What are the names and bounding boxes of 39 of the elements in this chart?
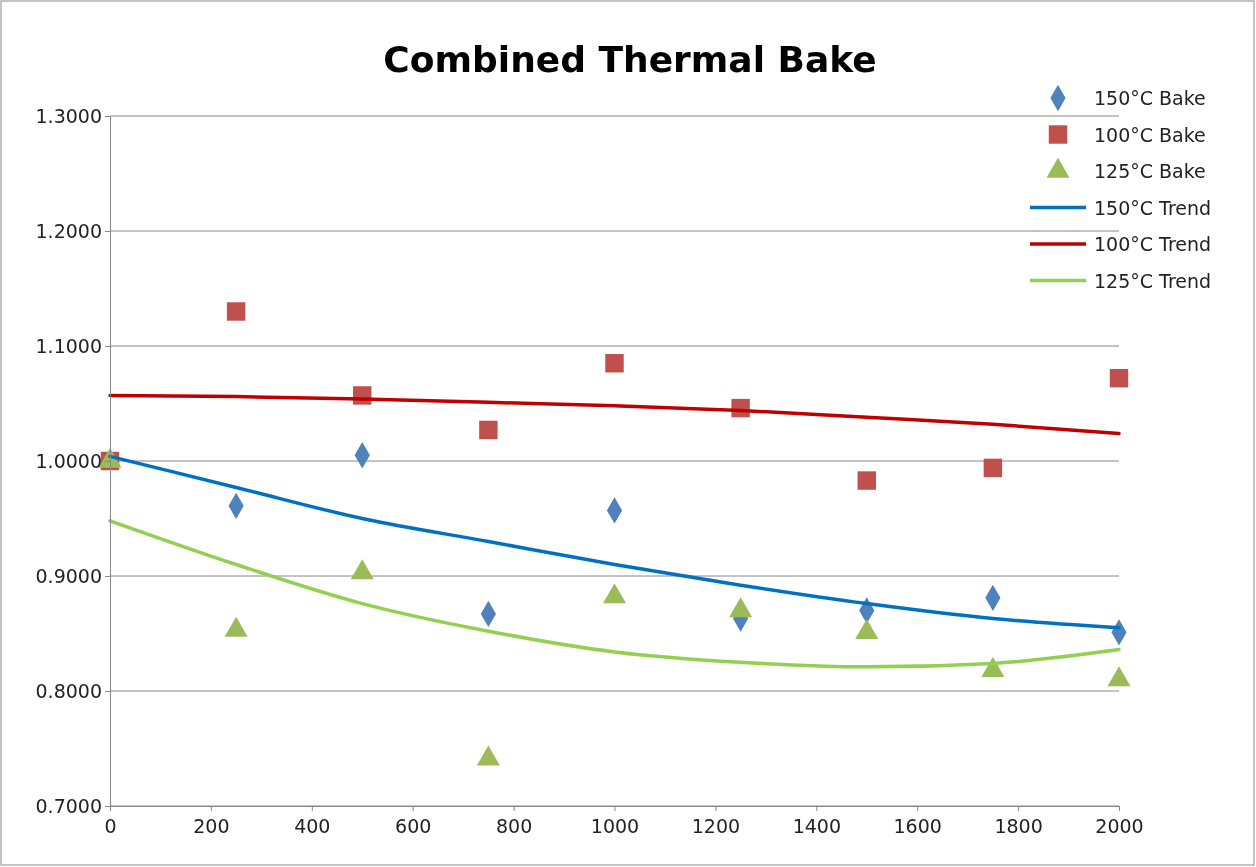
y-tick-label: 1.3000 [35,104,102,127]
point [1109,368,1129,388]
point [729,597,753,618]
point [855,619,879,639]
x-tick-label: 1400 [792,815,841,837]
point [476,745,500,766]
x-tick-label: 1000 [590,815,640,837]
point [479,420,498,440]
y-tick-label: 1.2000 [35,219,102,242]
y-tick-label: 0.7000 [35,794,102,817]
point [1107,666,1131,687]
x-tick-label: 200 [193,815,230,837]
y-tick-label: 0.8000 [35,679,102,702]
y-tick-label: 0.9000 [35,564,102,587]
point [605,354,624,373]
point [983,458,1003,478]
point [224,616,248,637]
legend-label: 125°C Trend [1094,269,1212,292]
x-tick-label: 0 [104,815,117,837]
y-tick-label: 1.0000 [35,449,102,472]
point [226,302,246,321]
legend-label: 125°C Bake [1094,160,1206,182]
legend-label: 150°C Bake [1094,87,1206,109]
chart-title: Combined Thermal Bake [383,39,877,80]
x-tick-label: 800 [495,815,533,837]
x-tick-label: 400 [294,815,331,837]
x-tick-label: 1200 [691,815,741,837]
y-tick-label: 1.1000 [35,334,102,357]
legend-label: 100°C Bake [1094,123,1206,146]
x-tick-label: 2000 [1095,815,1144,837]
legend-label: 100°C Trend [1094,233,1212,255]
x-tick-label: 600 [395,815,432,837]
point [857,471,876,490]
legend-label: 150°C Trend [1094,196,1212,219]
x-tick-label: 1600 [893,815,942,837]
point [350,559,374,580]
point [602,583,627,604]
point [981,656,1005,677]
x-tick-label: 1800 [994,815,1043,837]
